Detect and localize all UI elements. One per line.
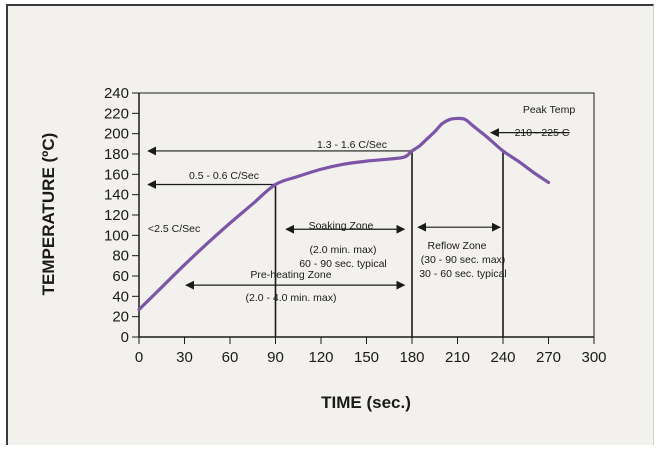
y-tick-label: 40 [112, 288, 129, 305]
x-tick-label: 210 [445, 349, 470, 366]
annotation-rate-1: 0.5 - 0.6 C/Sec [189, 170, 259, 182]
y-tick-label: 160 [104, 166, 129, 183]
x-axis-title: TIME (sec.) [321, 393, 411, 412]
annotation-peak-title: Peak Temp [523, 104, 575, 116]
x-tick-label: 90 [267, 349, 284, 366]
y-axis-title: TEMPERATURE (ºC) [39, 133, 58, 296]
annotation-soak-typical: 60 - 90 sec. typical [299, 258, 387, 270]
x-tick-label: 240 [490, 349, 515, 366]
y-tick-label: 0 [121, 329, 129, 346]
y-tick-label: 100 [104, 227, 129, 244]
annotation-rate-0: <2.5 C/Sec [148, 223, 200, 235]
annotation-preheat-max: (2.0 - 4.0 min. max) [245, 292, 336, 304]
y-tick-label: 80 [112, 248, 129, 265]
annotation-rate-2: 1.3 - 1.6 C/Sec [317, 139, 387, 151]
x-tick-label: 120 [308, 349, 333, 366]
y-axis-ticks: 0 20 40 60 80 100 120 140 160 180 200 220 240 [104, 85, 139, 346]
annotation-soak-max: (2.0 min. max) [309, 244, 376, 256]
annotations: <2.5 C/Sec 0.5 - 0.6 C/Sec 1.3 - 1.6 C/S… [148, 104, 575, 304]
annotation-arrows [147, 128, 570, 290]
annotation-reflow-max: (30 - 90 sec. max) [421, 254, 506, 266]
annotation-reflow-typical: 30 - 60 sec. typical [419, 268, 507, 280]
x-tick-label: 180 [399, 349, 424, 366]
annotation-reflow-title: Reflow Zone [428, 240, 487, 252]
annotation-preheat-title: Pre-heating Zone [250, 269, 331, 281]
zone-boundary-lines [274, 150, 504, 337]
y-tick-label: 120 [104, 207, 129, 224]
x-tick-label: 300 [581, 349, 606, 366]
x-tick-label: 60 [222, 349, 239, 366]
x-tick-label: 150 [354, 349, 379, 366]
x-tick-label: 30 [176, 349, 193, 366]
y-tick-label: 240 [104, 85, 129, 102]
y-tick-label: 180 [104, 146, 129, 163]
y-tick-label: 60 [112, 268, 129, 285]
annotation-peak-range: 210 - 225 C [515, 127, 570, 139]
y-tick-label: 220 [104, 105, 129, 122]
y-tick-label: 200 [104, 126, 129, 143]
y-tick-label: 20 [112, 309, 129, 326]
chart-frame: 0 20 40 60 80 100 120 140 160 180 200 220 240 0 30 60 9… [6, 4, 654, 445]
annotation-soak-title: Soaking Zone [309, 220, 374, 232]
y-tick-label: 140 [104, 187, 129, 204]
x-tick-label: 0 [135, 349, 143, 366]
reflow-profile-chart: 0 20 40 60 80 100 120 140 160 180 200 220 240 0 30 60 9… [39, 85, 607, 412]
temperature-curve-group [137, 116, 551, 312]
x-tick-label: 270 [536, 349, 561, 366]
temperature-curve [137, 116, 551, 312]
x-axis-ticks: 0 30 60 90 120 150 180 210 240 270 300 [135, 337, 607, 366]
